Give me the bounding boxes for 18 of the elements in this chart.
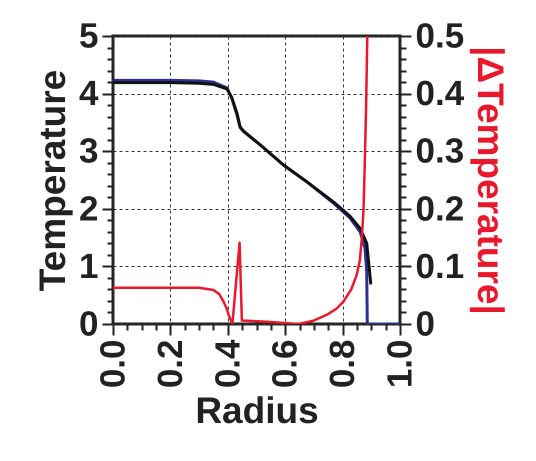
y-tick-label: 5	[79, 16, 98, 56]
x-tick-label: 0.6	[266, 340, 305, 388]
y2-tick-label: 0.5	[416, 16, 464, 56]
x-tick-label: 0.8	[323, 340, 362, 388]
y2-tick-label: 0.2	[416, 189, 464, 228]
y2-tick-label: 0.3	[416, 132, 464, 171]
y-tick-label: 2	[79, 189, 98, 228]
y-axis-title: Temperature	[32, 70, 74, 292]
y-tick-label: 4	[79, 74, 100, 114]
y-tick-label: 1	[79, 246, 98, 286]
line-series	[113, 81, 372, 285]
y2-tick-label: 0.1	[416, 246, 464, 286]
x-tick-label: 0.2	[150, 340, 190, 388]
x-axis-title: Radius	[195, 390, 319, 432]
y2-axis-title: |ΔTemperature|	[469, 46, 512, 315]
x-tick-label: 0.4	[208, 338, 248, 388]
y-tick-label: 3	[79, 132, 98, 171]
y2-tick-label: 0.4	[416, 74, 465, 114]
